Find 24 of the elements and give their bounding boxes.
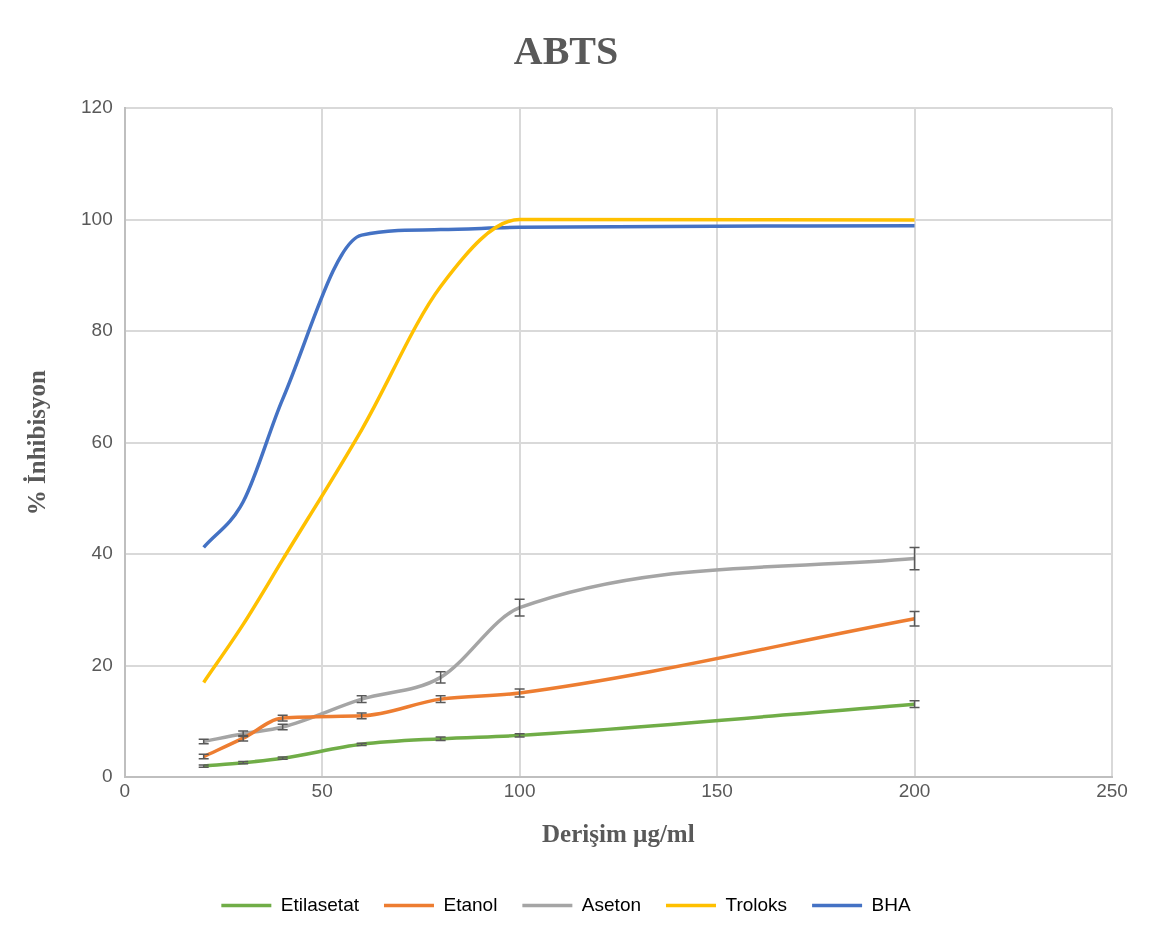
y-tick-label: 120	[81, 96, 113, 118]
legend-label: Etanol	[443, 893, 498, 915]
y-tick-label: 100	[81, 207, 113, 229]
y-tick-label: 0	[102, 765, 113, 787]
legend-label: BHA	[871, 893, 911, 915]
line-series	[201, 217, 917, 685]
x-tick-label: 200	[898, 779, 931, 801]
y-axis-title: % İnhibisyon	[23, 369, 51, 516]
line-series	[201, 223, 917, 550]
y-tick-label: 80	[91, 319, 113, 341]
x-tick-label: 50	[311, 779, 333, 801]
x-tick-label: 150	[701, 779, 733, 801]
y-tick-label: 60	[91, 430, 113, 452]
x-tick-label: 250	[1096, 779, 1128, 801]
legend-label: Troloks	[725, 893, 788, 915]
x-tick-label: 100	[503, 779, 536, 801]
legend-label: Etilasetat	[280, 893, 360, 915]
x-tick-label: 0	[119, 779, 130, 801]
chart-title: ABTS	[513, 28, 619, 74]
legend-label: Aseton	[581, 893, 642, 915]
y-tick-label: 20	[91, 653, 113, 675]
y-tick-label: 40	[91, 542, 113, 564]
x-axis-title: Derişim µg/ml	[542, 820, 695, 848]
line-series	[201, 556, 917, 744]
